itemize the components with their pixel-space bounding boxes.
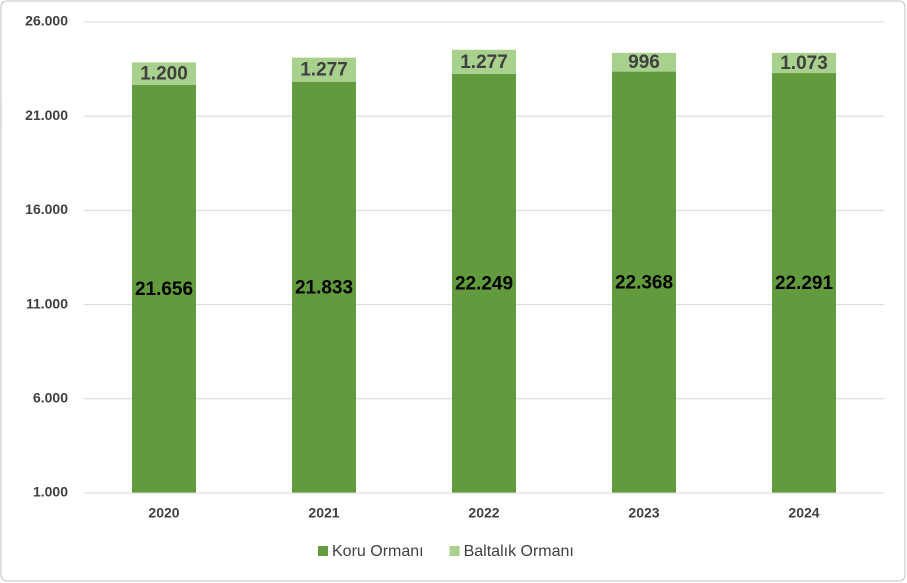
y-tick-label: 21.000 [25, 107, 68, 123]
y-tick-label: 11.000 [26, 295, 68, 311]
legend-swatch [449, 546, 460, 556]
bar-segment [132, 62, 196, 86]
bar-segment [292, 81, 356, 493]
x-tick-label: 2023 [628, 505, 659, 521]
bar-segment [612, 52, 676, 72]
legend-label: Koru Ormanı [332, 543, 424, 560]
data-label: 996 [628, 52, 660, 73]
legend-label: Baltalık Ormanı [464, 543, 574, 560]
y-tick-label: 6.000 [33, 390, 68, 406]
y-tick-label: 26.000 [25, 13, 68, 29]
bar-segment [452, 73, 516, 493]
bar-segment [612, 71, 676, 493]
y-tick-label: 1.000 [33, 484, 68, 500]
data-label: 1.277 [460, 52, 508, 73]
bar-segment [772, 52, 836, 74]
data-label: 1.200 [140, 64, 188, 85]
x-tick-label: 2021 [308, 505, 339, 521]
x-tick-label: 2024 [788, 505, 819, 521]
x-tick-label: 2022 [468, 505, 499, 521]
data-label: 1.073 [780, 53, 828, 74]
legend-swatch [318, 546, 328, 556]
data-label: 22.368 [615, 272, 673, 293]
y-tick-label: 16.000 [25, 201, 68, 217]
data-label: 22.291 [775, 273, 834, 294]
bar-segment [772, 73, 836, 493]
data-label: 22.249 [455, 273, 513, 294]
data-label: 21.833 [295, 277, 353, 298]
x-tick-label: 2020 [148, 505, 179, 521]
bar-segment [452, 49, 516, 74]
bar-segment [132, 85, 196, 493]
bar-segment [292, 57, 356, 82]
data-label: 1.277 [300, 60, 348, 81]
data-label: 21.656 [135, 279, 193, 300]
